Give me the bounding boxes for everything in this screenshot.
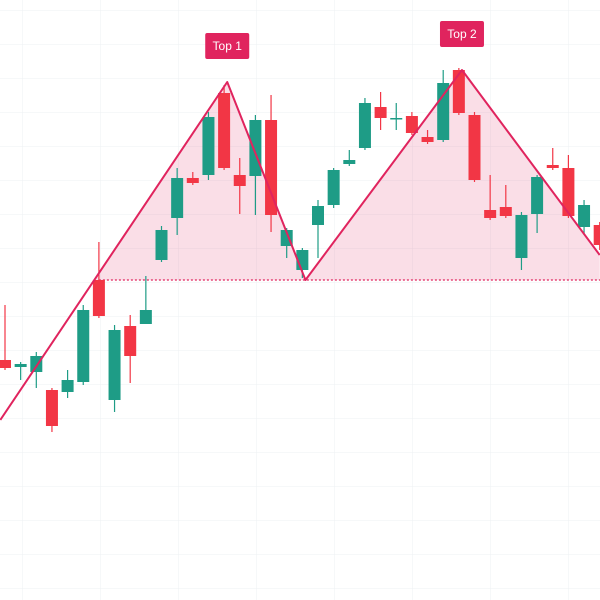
candle-body xyxy=(515,215,528,258)
candle-body xyxy=(233,175,246,186)
candle-body xyxy=(30,356,43,372)
annotation-label: Top 2 xyxy=(447,27,477,41)
candle-body xyxy=(124,326,137,356)
candle-body xyxy=(92,280,105,316)
candle-body xyxy=(61,380,74,392)
candle-body xyxy=(155,230,168,260)
candle-body xyxy=(186,178,199,183)
candle-body xyxy=(405,116,418,133)
candle-body xyxy=(202,117,215,175)
candle-body xyxy=(562,168,575,216)
annotation-box xyxy=(439,21,484,47)
candle-body xyxy=(14,364,27,367)
candle-body xyxy=(374,107,387,118)
candle-body xyxy=(484,210,497,218)
pattern-line xyxy=(0,69,600,421)
candle-body xyxy=(343,160,356,164)
candle-body xyxy=(546,165,559,168)
candle-body xyxy=(578,205,591,227)
candle-body xyxy=(452,70,465,113)
candle-body xyxy=(77,310,90,382)
candle-body xyxy=(0,360,11,368)
candle-body xyxy=(139,310,152,324)
candle-body xyxy=(108,330,121,400)
annotation-box xyxy=(205,33,250,59)
pattern-area xyxy=(0,70,600,280)
annotation-label: Top 1 xyxy=(213,39,243,53)
candle-body xyxy=(171,178,184,218)
candle-body xyxy=(531,177,544,214)
candle-body xyxy=(499,207,512,216)
candle-body xyxy=(265,120,278,215)
candle-body xyxy=(390,118,403,120)
candle-body xyxy=(327,170,340,205)
candle-body xyxy=(468,115,481,180)
candle-body xyxy=(593,225,600,245)
candle-body xyxy=(249,120,262,176)
candle-body xyxy=(312,206,324,225)
candle-body xyxy=(421,137,434,142)
candle-body xyxy=(218,93,231,168)
candle-body xyxy=(45,390,58,426)
candle-body xyxy=(358,103,371,148)
candle-body xyxy=(437,83,450,140)
